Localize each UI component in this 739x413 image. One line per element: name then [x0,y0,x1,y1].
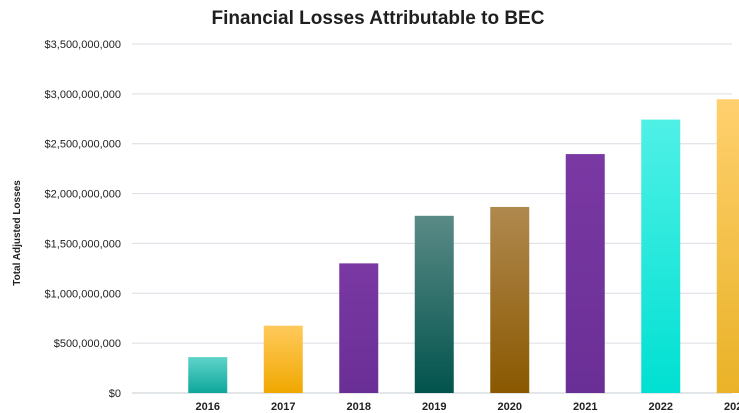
chart-title: Financial Losses Attributable to BEC [212,8,545,29]
y-tick-label: $1,000,000,000 [45,288,121,300]
y-tick-label: $0 [109,388,121,400]
y-tick-label: $3,000,000,000 [45,89,121,101]
x-tick-label-2022: 2022 [649,401,673,413]
bar-2016 [188,357,228,393]
bar-2021 [565,154,605,393]
bar-2019 [414,215,454,393]
bar-2018 [339,263,379,393]
x-tick-label-2021: 2021 [573,401,597,413]
bar-2020 [490,206,530,393]
y-tick-label: $2,500,000,000 [45,139,121,151]
bar-2022 [641,119,681,393]
y-axis-tick-labels: $0 $500,000,000 $1,000,000,000 $1,500,000,0… [45,39,121,400]
y-axis-label: Total Adjusted Losses [12,180,23,286]
x-tick-label-2018: 2018 [347,401,371,413]
x-tick-label-2023: 2023 [724,401,739,413]
y-tick-label: $500,000,000 [54,338,121,350]
x-tick-label-2020: 2020 [498,401,522,413]
y-tick-label: $1,500,000,000 [45,238,121,250]
y-tick-label: $2,000,000,000 [45,189,121,201]
x-axis-tick-labels: 2016 2017 2018 2019 2020 2021 2022 2023 [196,401,739,413]
bar-2017 [263,325,303,393]
bars [188,99,739,394]
x-tick-label-2019: 2019 [422,401,446,413]
x-tick-label-2017: 2017 [271,401,295,413]
y-tick-label: $3,500,000,000 [45,39,121,51]
x-tick-label-2016: 2016 [196,401,220,413]
bar-2023 [716,99,739,394]
